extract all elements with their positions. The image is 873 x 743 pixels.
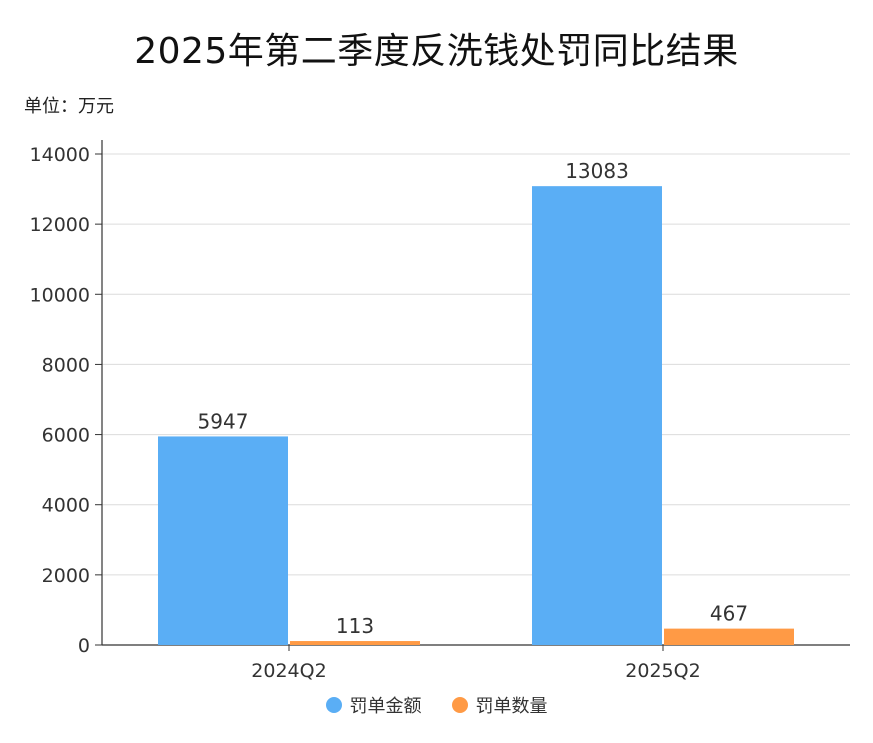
bar-amount: [532, 186, 662, 645]
y-tick-label: 4000: [42, 495, 90, 517]
unit-label: 单位：万元: [24, 96, 114, 117]
data-label: 467: [710, 602, 748, 626]
y-tick-label: 14000: [30, 144, 90, 166]
bar-count: [664, 628, 794, 645]
legend-item-count[interactable]: 罚单数量: [451, 692, 548, 718]
bar-count: [290, 641, 420, 645]
legend-item-amount[interactable]: 罚单金额: [325, 692, 422, 718]
data-label: 13083: [565, 159, 629, 183]
x-tick-label: 2024Q2: [251, 660, 326, 682]
legend: 罚单金额 罚单数量: [0, 692, 873, 718]
y-tick-label: 6000: [42, 425, 90, 447]
y-tick-label: 12000: [30, 214, 90, 236]
data-label: 5947: [198, 409, 249, 433]
y-tick-label: 0: [78, 635, 90, 657]
chart-title: 2025年第二季度反洗钱处罚同比结果: [134, 31, 739, 72]
legend-swatch-amount: [325, 697, 342, 713]
legend-label-amount: 罚单金额: [349, 696, 422, 717]
y-tick-label: 10000: [30, 284, 90, 306]
data-label: 113: [336, 614, 374, 638]
legend-swatch-count: [451, 697, 468, 713]
x-tick-label: 2025Q2: [625, 660, 700, 682]
legend-label-count: 罚单数量: [475, 696, 548, 717]
y-tick-label: 2000: [42, 565, 90, 587]
y-tick-label: 8000: [42, 354, 90, 376]
bar-amount: [158, 436, 288, 645]
